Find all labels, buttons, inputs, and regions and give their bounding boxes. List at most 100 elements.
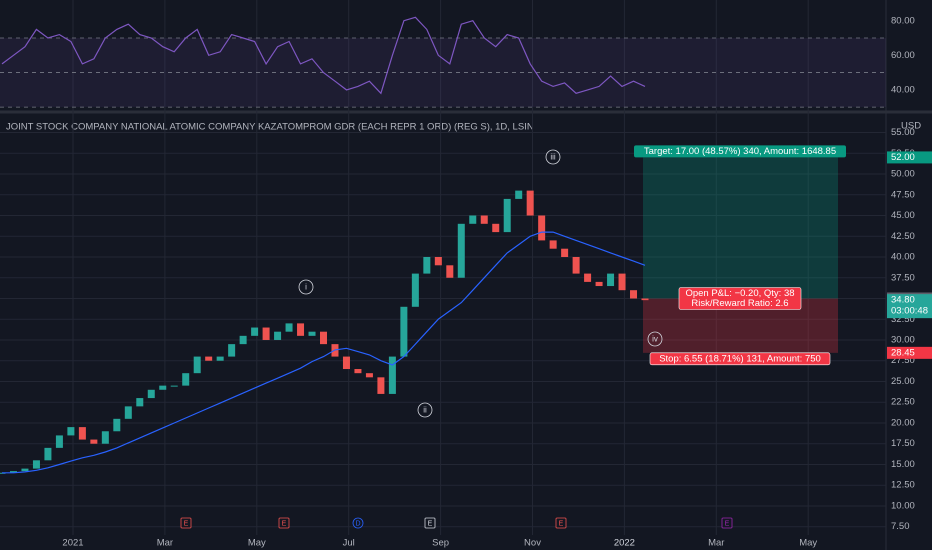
countdown: 03:00:48 xyxy=(891,306,928,317)
candle xyxy=(78,427,86,440)
candle xyxy=(526,190,534,216)
x-tick-label: Jul xyxy=(343,538,355,549)
price-tag xyxy=(887,294,932,319)
candle xyxy=(561,248,569,257)
candle xyxy=(320,331,327,345)
price-tag-label: 34.80 xyxy=(891,295,915,306)
candle xyxy=(595,281,603,287)
label-text: Risk/Reward Ratio: 2.6 xyxy=(691,298,788,309)
candle xyxy=(572,257,580,274)
label-box xyxy=(649,352,831,366)
event-letter: E xyxy=(725,520,730,527)
price-tag-label: 28.45 xyxy=(891,347,915,358)
candle xyxy=(32,460,40,469)
rsi-line xyxy=(1,16,646,95)
candle xyxy=(228,344,236,357)
y-tick-label: 27.50 xyxy=(891,355,915,366)
candle xyxy=(469,215,477,224)
event-letter: E xyxy=(184,520,189,527)
event-letter: E xyxy=(559,520,564,527)
moving-average xyxy=(2,231,646,474)
event-letter: D xyxy=(355,520,360,527)
candle xyxy=(446,265,454,278)
candle xyxy=(434,257,442,266)
candle xyxy=(342,356,350,370)
x-tick-label: Mar xyxy=(708,538,724,549)
currency: USD xyxy=(901,121,921,132)
y-tick-label: 50.00 xyxy=(891,169,915,180)
label-text: Stop: 6.55 (18.71%) 131, Amount: 750 xyxy=(659,353,821,364)
y-tick-label: 40.00 xyxy=(891,252,915,263)
candle xyxy=(239,335,247,345)
candle xyxy=(193,356,201,374)
candle xyxy=(67,427,75,436)
target-zone xyxy=(643,157,838,299)
x-tick-label: May xyxy=(799,538,817,549)
label-text: Target: 17.00 (48.57%) 340, Amount: 1648… xyxy=(644,146,836,157)
y-tick-label: 22.50 xyxy=(891,397,915,408)
rsi-tick-label: 60.00 xyxy=(891,50,915,61)
x-tick-label: Nov xyxy=(524,538,541,549)
wave-circle xyxy=(417,402,433,418)
candle xyxy=(251,327,259,336)
candle xyxy=(630,290,638,299)
wave-circle xyxy=(647,331,663,347)
wave-label: i xyxy=(305,283,307,292)
y-tick-label: 45.00 xyxy=(891,210,915,221)
y-tick-label: 42.50 xyxy=(891,231,915,242)
candle xyxy=(641,298,649,301)
candle xyxy=(147,389,155,399)
candle xyxy=(492,223,500,233)
candle xyxy=(21,468,29,472)
candle xyxy=(262,327,270,340)
candle xyxy=(285,323,293,332)
candle xyxy=(113,418,121,432)
wave-label: iii xyxy=(550,153,556,162)
candle xyxy=(136,398,144,407)
label-box xyxy=(634,145,846,158)
candle xyxy=(607,273,615,287)
event-marker xyxy=(555,517,567,529)
candle xyxy=(90,439,98,444)
candle xyxy=(124,406,132,419)
y-tick-label: 15.00 xyxy=(891,459,915,470)
y-tick-label: 37.50 xyxy=(891,272,915,283)
wave-label: ii xyxy=(423,406,427,415)
x-tick-label: Sep xyxy=(432,538,449,549)
candle xyxy=(480,215,488,224)
y-tick-label: 17.50 xyxy=(891,438,915,449)
price-tag-label: 52.00 xyxy=(891,152,915,163)
event-letter: E xyxy=(428,520,433,527)
y-tick-label: 30.00 xyxy=(891,335,915,346)
candle xyxy=(365,373,373,378)
candle xyxy=(205,356,213,361)
y-tick-label: 47.50 xyxy=(891,189,915,200)
candle xyxy=(101,431,109,444)
candle xyxy=(159,385,167,390)
candle xyxy=(411,273,419,307)
candle xyxy=(584,273,592,282)
candle xyxy=(216,356,224,361)
candle xyxy=(538,215,546,241)
candle xyxy=(308,331,316,336)
candle xyxy=(423,257,431,274)
candle xyxy=(549,240,557,249)
event-marker xyxy=(352,517,364,529)
candle xyxy=(400,306,408,357)
candle xyxy=(297,323,305,336)
rsi-tick-label: 80.00 xyxy=(891,15,915,26)
x-tick-label: 2021 xyxy=(62,538,83,549)
price-tag xyxy=(887,151,932,164)
y-tick-label: 32.50 xyxy=(891,314,915,325)
candle xyxy=(55,435,63,448)
y-tick-label: 10.00 xyxy=(891,500,915,511)
event-letter: E xyxy=(282,520,287,527)
candle xyxy=(503,198,511,233)
x-tick-label: 2022 xyxy=(614,538,635,549)
wave-label: iv xyxy=(652,335,658,344)
wave-circle xyxy=(298,279,314,295)
label-box xyxy=(678,287,802,310)
candle xyxy=(170,385,178,387)
y-tick-label: 20.00 xyxy=(891,417,915,428)
